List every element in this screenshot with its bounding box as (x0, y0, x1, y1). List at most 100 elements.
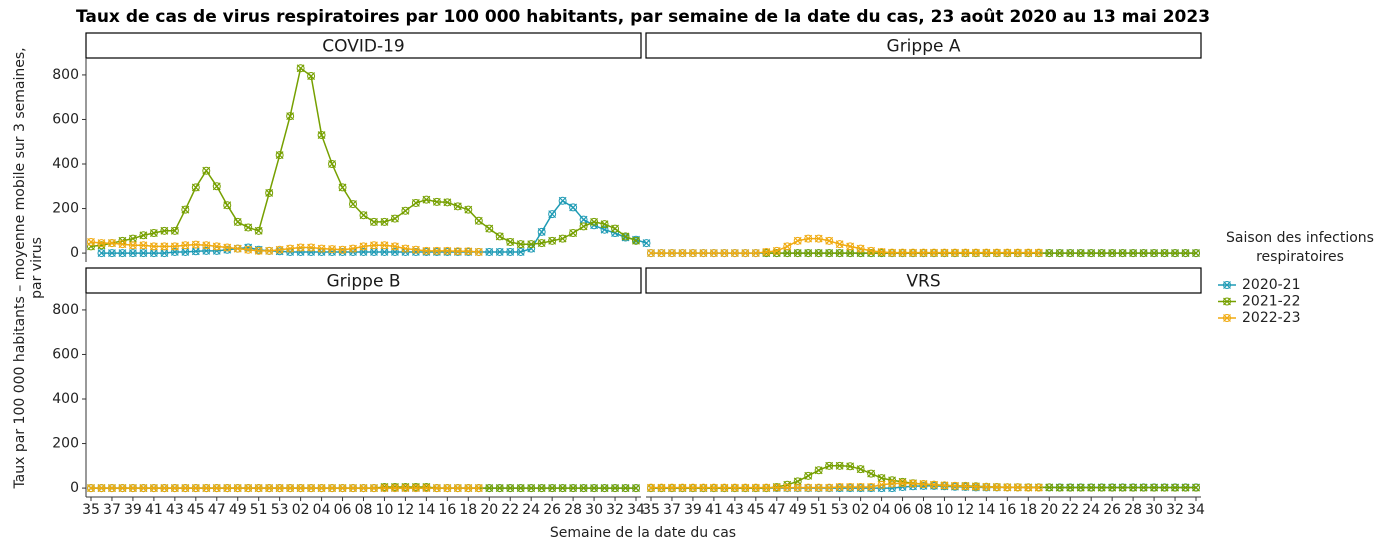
point (328, 245, 337, 254)
marker-circle (982, 248, 991, 257)
point (825, 236, 834, 245)
point (898, 479, 907, 488)
marker-circle (537, 484, 546, 493)
point (1129, 483, 1138, 492)
point (600, 484, 609, 493)
point (579, 484, 588, 493)
marker-circle (464, 484, 473, 493)
marker-cross (265, 246, 274, 255)
marker-cross (846, 483, 855, 491)
marker-circle (160, 226, 169, 235)
marker-circle (1150, 249, 1159, 258)
marker-cross (181, 248, 190, 256)
marker-cross (961, 248, 970, 257)
marker-cross (558, 196, 567, 205)
marker-cross (537, 228, 546, 236)
point (527, 240, 536, 249)
point (867, 482, 876, 491)
marker-circle (751, 483, 760, 492)
marker-cross (275, 245, 284, 254)
point (506, 484, 515, 493)
point (940, 481, 949, 490)
marker-circle (464, 205, 473, 214)
marker-cross (495, 248, 504, 256)
marker-circle (1223, 297, 1231, 306)
point (657, 483, 666, 492)
point (814, 466, 823, 475)
marker-cross (338, 245, 347, 254)
marker-cross (814, 234, 823, 243)
x-tick-label: 37 (103, 502, 121, 518)
marker-circle (422, 246, 431, 255)
marker-cross (762, 248, 771, 256)
legend-marker (1223, 297, 1231, 306)
marker-circle (453, 202, 462, 211)
marker-circle (804, 234, 813, 243)
marker-circle (369, 484, 378, 493)
point (286, 484, 295, 493)
point (558, 234, 567, 243)
point (233, 244, 242, 253)
point (730, 249, 739, 258)
marker-circle (265, 484, 274, 493)
point (128, 484, 137, 493)
marker-cross (804, 471, 813, 480)
point (139, 249, 148, 258)
point (369, 484, 378, 493)
point (699, 249, 708, 258)
marker-cross (1055, 483, 1064, 492)
y-tick-label: 400 (52, 156, 79, 172)
marker-cross (422, 246, 431, 255)
marker-circle (888, 479, 897, 488)
marker-circle (254, 246, 263, 255)
marker-cross (506, 238, 515, 246)
point (401, 206, 410, 215)
point (453, 202, 462, 211)
point (170, 226, 179, 235)
point (139, 241, 148, 250)
point (181, 205, 190, 214)
marker-cross (825, 461, 834, 470)
marker-circle (1055, 249, 1064, 258)
y-axis-label: Taux par 100 000 habitants – moyenne mob… (12, 47, 45, 489)
x-tick-label: 53 (271, 502, 289, 518)
point (160, 484, 169, 493)
point (783, 483, 792, 492)
point (87, 484, 95, 493)
point (212, 484, 221, 493)
series-line (651, 482, 1039, 489)
marker-circle (474, 484, 483, 493)
marker-circle (950, 248, 959, 257)
point (411, 484, 420, 493)
marker-cross (411, 199, 420, 207)
point (432, 197, 441, 206)
point (1171, 249, 1180, 258)
marker-circle (621, 484, 630, 493)
marker-cross (730, 483, 739, 492)
legend-marker (1223, 281, 1231, 289)
point (835, 461, 844, 470)
marker-cross (432, 484, 441, 493)
marker-circle (527, 244, 536, 253)
marker-cross (909, 479, 917, 488)
marker-circle (181, 241, 190, 250)
point (537, 227, 546, 236)
marker-circle (1150, 483, 1159, 492)
marker-cross (139, 231, 148, 240)
marker-circle (1097, 483, 1106, 492)
x-axis-label: Semaine de la date du cas (550, 525, 736, 541)
point (537, 239, 546, 248)
point (474, 484, 483, 493)
point (804, 483, 813, 492)
point (856, 482, 865, 491)
marker-cross (961, 482, 970, 491)
marker-circle (548, 484, 557, 493)
marker-circle (296, 484, 305, 493)
point (401, 244, 410, 253)
point (422, 195, 431, 204)
marker-cross (464, 484, 473, 493)
marker-cross (611, 224, 619, 233)
point (516, 247, 525, 256)
marker-circle (170, 484, 179, 493)
y-tick-label: 200 (52, 436, 79, 452)
